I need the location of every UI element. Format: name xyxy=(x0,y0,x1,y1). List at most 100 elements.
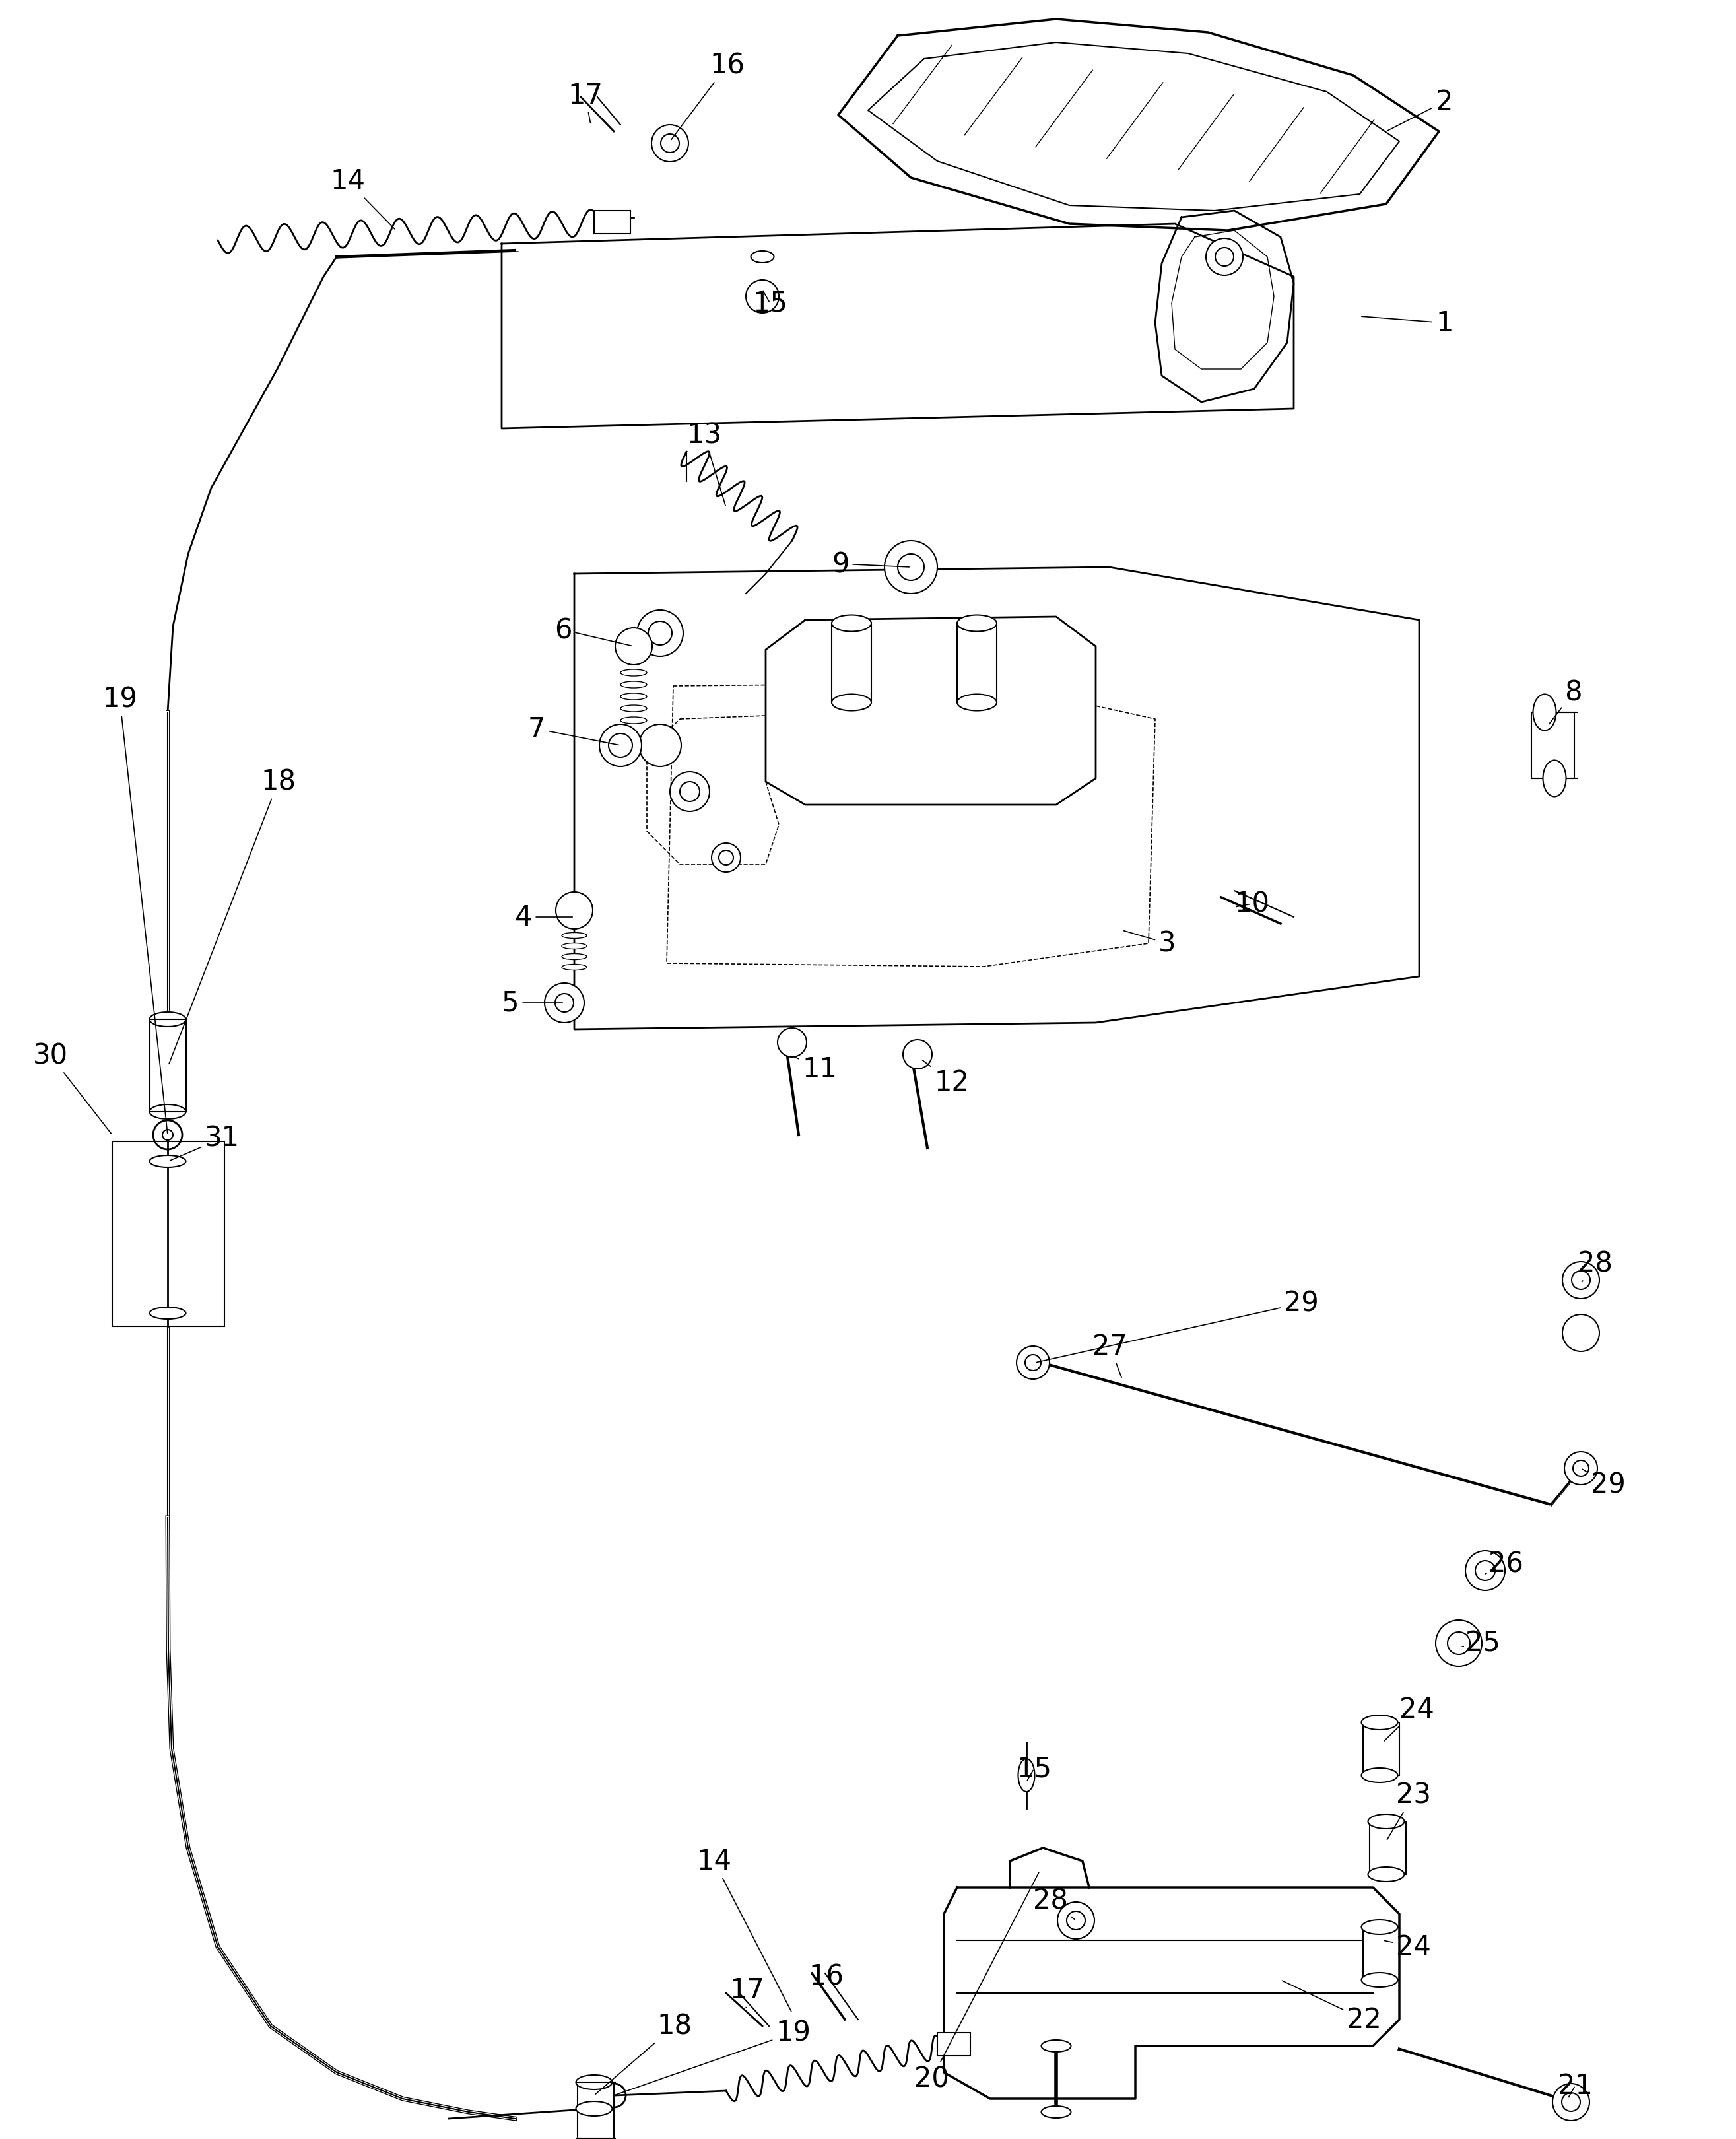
Ellipse shape xyxy=(1533,695,1555,732)
Ellipse shape xyxy=(562,943,587,950)
Bar xyxy=(578,2081,615,2139)
Circle shape xyxy=(556,892,592,928)
Bar xyxy=(1363,1927,1399,1981)
Text: 12: 12 xyxy=(922,1061,969,1095)
Text: 29: 29 xyxy=(1036,1290,1319,1363)
Text: 2: 2 xyxy=(1387,88,1453,130)
Text: 18: 18 xyxy=(595,2013,693,2094)
Text: 25: 25 xyxy=(1462,1630,1500,1658)
Circle shape xyxy=(778,1029,807,1057)
Circle shape xyxy=(1552,2083,1590,2120)
Circle shape xyxy=(599,725,642,768)
Ellipse shape xyxy=(576,2075,613,2090)
Text: 9: 9 xyxy=(832,550,910,578)
Text: 4: 4 xyxy=(516,903,573,930)
Ellipse shape xyxy=(1368,1814,1404,1829)
Text: 15: 15 xyxy=(1017,1754,1052,1782)
Ellipse shape xyxy=(620,682,648,689)
Ellipse shape xyxy=(562,965,587,971)
Text: 18: 18 xyxy=(168,768,295,1065)
Bar xyxy=(113,1142,224,1326)
Ellipse shape xyxy=(752,252,774,263)
Bar xyxy=(937,2032,970,2056)
Circle shape xyxy=(639,725,681,768)
Circle shape xyxy=(545,984,585,1022)
Text: 14: 14 xyxy=(330,167,394,229)
Circle shape xyxy=(1057,1902,1094,1940)
Ellipse shape xyxy=(1019,1758,1035,1792)
Polygon shape xyxy=(575,567,1418,1029)
Ellipse shape xyxy=(149,1155,186,1168)
Circle shape xyxy=(1564,1452,1597,1484)
Text: 24: 24 xyxy=(1384,1696,1434,1741)
Circle shape xyxy=(885,541,937,595)
Circle shape xyxy=(1436,1619,1483,1666)
Ellipse shape xyxy=(1368,1867,1404,1882)
Text: 3: 3 xyxy=(1123,930,1175,958)
Circle shape xyxy=(903,1040,932,1070)
Text: 19: 19 xyxy=(102,687,167,1134)
Circle shape xyxy=(1562,1315,1599,1352)
Bar xyxy=(957,625,996,704)
Ellipse shape xyxy=(1361,1715,1397,1730)
Text: 6: 6 xyxy=(554,616,632,646)
Text: 29: 29 xyxy=(1583,1469,1625,1499)
Ellipse shape xyxy=(620,717,648,723)
Text: 17: 17 xyxy=(729,1976,764,2009)
Ellipse shape xyxy=(149,1106,186,1119)
Text: 17: 17 xyxy=(568,81,602,124)
Ellipse shape xyxy=(1042,2107,1071,2118)
Circle shape xyxy=(651,126,689,163)
Ellipse shape xyxy=(562,954,587,960)
Ellipse shape xyxy=(620,693,648,699)
Text: 8: 8 xyxy=(1549,678,1581,725)
Ellipse shape xyxy=(957,616,996,631)
Polygon shape xyxy=(838,19,1439,231)
Ellipse shape xyxy=(1361,1972,1397,1987)
Ellipse shape xyxy=(1361,1921,1397,1934)
Ellipse shape xyxy=(620,706,648,712)
Ellipse shape xyxy=(957,695,996,710)
Text: 19: 19 xyxy=(616,2019,811,2094)
Circle shape xyxy=(1465,1551,1505,1591)
Text: 31: 31 xyxy=(170,1125,240,1161)
Circle shape xyxy=(712,843,741,873)
Bar xyxy=(832,625,871,704)
Circle shape xyxy=(637,610,684,657)
Ellipse shape xyxy=(832,616,871,631)
Text: 30: 30 xyxy=(33,1042,111,1134)
Text: 15: 15 xyxy=(752,289,788,317)
Ellipse shape xyxy=(576,2100,613,2115)
Text: 21: 21 xyxy=(1557,2073,1592,2098)
Bar xyxy=(1370,1822,1406,1874)
Ellipse shape xyxy=(620,670,648,676)
Text: 20: 20 xyxy=(915,1872,1038,2092)
Bar xyxy=(149,1020,186,1112)
Polygon shape xyxy=(766,616,1095,804)
Text: 27: 27 xyxy=(1092,1333,1127,1378)
Text: 7: 7 xyxy=(528,714,618,744)
Ellipse shape xyxy=(149,1012,186,1027)
Polygon shape xyxy=(944,1887,1399,2098)
Circle shape xyxy=(1207,240,1243,276)
Bar xyxy=(1363,1722,1399,1775)
Text: 11: 11 xyxy=(793,1055,837,1082)
Circle shape xyxy=(670,772,710,813)
Circle shape xyxy=(615,629,653,665)
Text: 24: 24 xyxy=(1385,1934,1430,1961)
Text: 16: 16 xyxy=(672,51,745,141)
Text: 14: 14 xyxy=(696,1848,792,2011)
Text: 28: 28 xyxy=(1578,1249,1613,1281)
Text: 5: 5 xyxy=(502,990,562,1016)
Text: 26: 26 xyxy=(1486,1551,1524,1579)
Text: 1: 1 xyxy=(1361,310,1453,338)
Polygon shape xyxy=(1154,212,1293,402)
Circle shape xyxy=(746,280,779,314)
Text: 10: 10 xyxy=(1234,890,1269,918)
Bar xyxy=(594,212,630,235)
Ellipse shape xyxy=(1543,761,1566,798)
Text: 28: 28 xyxy=(1033,1887,1075,1919)
Text: 23: 23 xyxy=(1387,1782,1430,1840)
Ellipse shape xyxy=(832,695,871,710)
Ellipse shape xyxy=(1361,1769,1397,1782)
